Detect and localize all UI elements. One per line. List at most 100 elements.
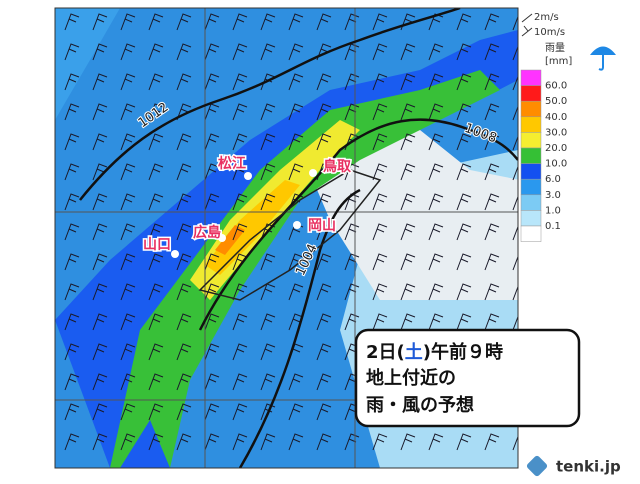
rain-legend-unit: [mm] bbox=[545, 56, 572, 67]
wind-barb bbox=[64, 343, 80, 361]
wind-barb bbox=[64, 253, 80, 271]
wind-barb bbox=[92, 103, 108, 121]
wind-barb bbox=[204, 403, 220, 421]
wind-barb bbox=[316, 13, 332, 31]
wind-barb bbox=[176, 73, 192, 91]
wind-barb bbox=[204, 13, 220, 31]
wind-barb bbox=[176, 313, 192, 331]
wind-barb bbox=[288, 283, 304, 301]
wind-barb bbox=[512, 195, 518, 211]
city-label: 山口 bbox=[143, 237, 171, 253]
caption-line: 2日(土)午前９時 bbox=[366, 341, 503, 363]
scale-block bbox=[520, 178, 542, 196]
wind-barb bbox=[232, 13, 248, 31]
wind-barb bbox=[428, 223, 444, 241]
wind-barb bbox=[232, 403, 248, 421]
wind-barb bbox=[512, 225, 518, 241]
wind-barb bbox=[260, 313, 276, 331]
wind-barb bbox=[176, 103, 192, 121]
wind-barb bbox=[400, 43, 416, 61]
wind-barb bbox=[148, 103, 164, 121]
wind-barb bbox=[64, 13, 80, 31]
wind-barb bbox=[204, 193, 220, 211]
scale-label: 30.0 bbox=[545, 127, 567, 138]
wind-barb bbox=[92, 133, 108, 151]
wind-legend-label: 2m/s bbox=[534, 12, 559, 23]
wind-barb bbox=[484, 253, 500, 271]
wind-barb bbox=[120, 433, 136, 451]
wind-barb bbox=[176, 223, 192, 241]
wind-barb bbox=[316, 133, 332, 151]
wind-barb bbox=[372, 163, 388, 181]
wind-barb bbox=[288, 313, 304, 331]
wind-barb bbox=[120, 223, 136, 241]
wind-barb bbox=[232, 103, 248, 121]
wind-barb bbox=[512, 15, 518, 31]
wind-barb bbox=[484, 313, 500, 331]
wind-barb bbox=[232, 283, 248, 301]
wind-barb bbox=[64, 373, 80, 391]
wind-barb bbox=[456, 253, 472, 271]
city-label: 鳥取 bbox=[323, 158, 352, 175]
wind-barb bbox=[260, 343, 276, 361]
wind-barb bbox=[316, 433, 332, 451]
scale-block bbox=[520, 225, 542, 242]
wind-barb bbox=[372, 313, 388, 331]
caption-part: 2日( bbox=[366, 342, 405, 363]
wind-barb bbox=[148, 283, 164, 301]
wind-barb bbox=[512, 435, 518, 451]
wind-barb bbox=[428, 283, 444, 301]
logo-text: tenki.jp bbox=[556, 458, 621, 476]
wind-barb bbox=[512, 315, 518, 331]
wind-barb bbox=[512, 255, 518, 271]
wind-barb bbox=[204, 253, 220, 271]
scale-label: 1.0 bbox=[545, 205, 561, 216]
wind-barb bbox=[232, 313, 248, 331]
wind-barb bbox=[288, 373, 304, 391]
wind-barb bbox=[92, 433, 108, 451]
wind-barb bbox=[456, 103, 472, 121]
scale-block bbox=[520, 116, 542, 133]
wind-barb bbox=[204, 163, 220, 181]
wind-barb bbox=[64, 103, 80, 121]
wind-barb bbox=[484, 43, 500, 61]
wind-barb bbox=[92, 13, 108, 31]
wind-barb bbox=[64, 403, 80, 421]
wind-barb bbox=[456, 73, 472, 91]
wind-barb bbox=[288, 103, 304, 121]
wind-barb bbox=[232, 373, 248, 391]
wind-barb bbox=[120, 193, 136, 211]
scale-block bbox=[520, 69, 542, 86]
wind-barb bbox=[120, 373, 136, 391]
wind-barb bbox=[120, 343, 136, 361]
wind-barb bbox=[148, 13, 164, 31]
wind-barb bbox=[260, 373, 276, 391]
wind-barb bbox=[120, 313, 136, 331]
wind-barb bbox=[92, 253, 108, 271]
wind-barb bbox=[316, 283, 332, 301]
wind-barb bbox=[92, 313, 108, 331]
wind-barb bbox=[120, 133, 136, 151]
scale-label: 60.0 bbox=[545, 81, 567, 92]
wind-barb bbox=[260, 433, 276, 451]
logo: tenki.jp bbox=[526, 455, 621, 477]
wind-barb bbox=[372, 193, 388, 211]
wind-barb bbox=[148, 403, 164, 421]
wind-barb bbox=[484, 13, 500, 31]
wind-barb bbox=[148, 373, 164, 391]
wind-barb bbox=[148, 433, 164, 451]
wind-barb bbox=[232, 73, 248, 91]
wind-barb bbox=[456, 433, 472, 451]
wind-barb bbox=[204, 373, 220, 391]
wind-barb bbox=[148, 253, 164, 271]
wind-barb bbox=[148, 73, 164, 91]
wind-barb bbox=[148, 343, 164, 361]
wind-barb bbox=[400, 283, 416, 301]
wind-barb bbox=[120, 403, 136, 421]
scale-label: 6.0 bbox=[545, 174, 561, 185]
wind-barb bbox=[512, 45, 518, 61]
wind-barb bbox=[64, 163, 80, 181]
wind-barb bbox=[176, 343, 192, 361]
wind-barb bbox=[288, 13, 304, 31]
